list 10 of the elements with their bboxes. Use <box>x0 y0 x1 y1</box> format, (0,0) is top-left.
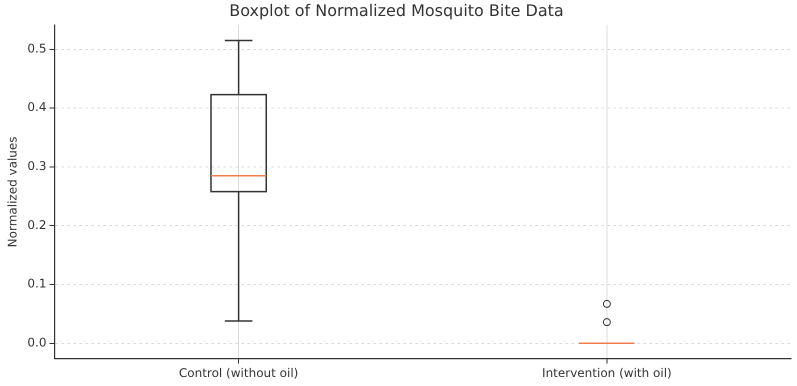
y-tick-label: 0.3 <box>27 159 46 174</box>
y-tick-label: 0.2 <box>27 218 46 232</box>
y-tick-label: 0.4 <box>27 100 46 114</box>
y-tick-label: 0.5 <box>27 41 46 56</box>
y-axis-title: Normalized values <box>5 136 20 248</box>
x-tick-label: Intervention (with oil) <box>542 366 672 380</box>
chart-title: Boxplot of Normalized Mosquito Bite Data <box>229 0 564 20</box>
x-tick-label: Control (without oil) <box>178 366 298 380</box>
y-tick-label: 0.0 <box>27 335 46 350</box>
y-tick-label: 0.1 <box>27 276 46 291</box>
